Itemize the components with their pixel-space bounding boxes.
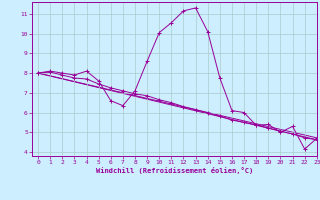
X-axis label: Windchill (Refroidissement éolien,°C): Windchill (Refroidissement éolien,°C)	[96, 167, 253, 174]
